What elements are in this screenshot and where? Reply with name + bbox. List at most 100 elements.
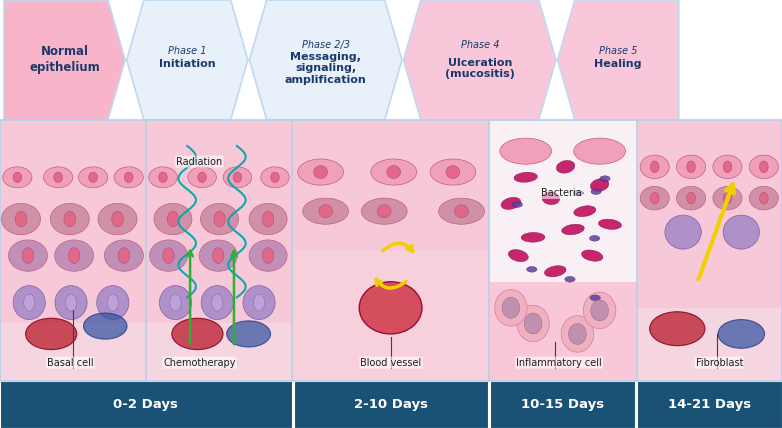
Ellipse shape [676,155,705,178]
Ellipse shape [298,159,343,185]
Bar [0,120,782,381]
Ellipse shape [502,297,520,318]
Ellipse shape [651,192,659,204]
Ellipse shape [104,240,143,271]
Ellipse shape [23,294,35,311]
Text: Basal cell: Basal cell [47,358,94,368]
Text: Initiation: Initiation [159,59,216,69]
Bar [0,324,146,381]
Ellipse shape [723,161,732,173]
Bar [637,120,782,381]
Ellipse shape [723,192,732,204]
Ellipse shape [199,240,237,271]
Ellipse shape [501,197,521,209]
Polygon shape [404,0,556,120]
Bar [146,120,292,381]
Text: 10-15 Days: 10-15 Days [521,398,604,411]
Ellipse shape [159,172,167,182]
Ellipse shape [249,240,287,271]
Text: 2-10 Days: 2-10 Days [354,398,428,411]
Ellipse shape [170,294,181,311]
Bar [637,308,782,381]
Ellipse shape [749,187,778,210]
Ellipse shape [517,305,549,342]
Ellipse shape [107,294,118,311]
Ellipse shape [26,318,77,350]
Ellipse shape [263,211,274,227]
Ellipse shape [361,198,407,224]
Circle shape [600,176,610,181]
Bar [0,120,146,381]
Ellipse shape [359,282,422,334]
Ellipse shape [213,248,224,264]
Ellipse shape [55,285,87,320]
Ellipse shape [676,187,705,210]
Ellipse shape [97,285,129,320]
Ellipse shape [13,285,45,320]
Ellipse shape [201,285,233,320]
Bar [489,282,637,381]
Ellipse shape [15,211,27,227]
Ellipse shape [561,316,594,352]
Ellipse shape [303,198,349,224]
Ellipse shape [713,155,742,178]
Circle shape [590,235,600,241]
Text: Chemotherapy: Chemotherapy [163,358,235,368]
Bar [637,381,782,428]
Ellipse shape [371,159,417,185]
Ellipse shape [590,300,608,321]
Ellipse shape [167,211,178,227]
Circle shape [526,267,537,272]
Ellipse shape [253,294,264,311]
Ellipse shape [556,160,575,173]
Ellipse shape [759,192,768,204]
Text: Phase 4: Phase 4 [461,40,499,50]
Ellipse shape [55,240,94,271]
Ellipse shape [759,161,768,173]
Ellipse shape [233,172,242,182]
Ellipse shape [249,203,287,235]
Ellipse shape [227,321,271,347]
Ellipse shape [160,285,192,320]
Ellipse shape [112,211,124,227]
Ellipse shape [378,205,391,218]
Ellipse shape [212,294,223,311]
Ellipse shape [118,248,130,264]
Ellipse shape [124,172,133,182]
Ellipse shape [223,167,252,188]
Polygon shape [127,0,248,120]
Ellipse shape [3,167,32,188]
Bar [489,120,637,381]
Circle shape [565,276,575,282]
Text: 14-21 Days: 14-21 Days [668,398,752,411]
Ellipse shape [13,172,22,182]
Text: Blood vessel: Blood vessel [361,358,421,368]
Ellipse shape [749,155,778,178]
Bar [0,381,292,428]
Circle shape [591,189,601,194]
Ellipse shape [495,290,527,326]
Ellipse shape [665,215,701,249]
Ellipse shape [44,167,73,188]
Text: Radiation: Radiation [176,157,223,166]
Ellipse shape [561,224,584,235]
Text: Phase 2/3: Phase 2/3 [302,40,350,50]
Ellipse shape [263,248,274,264]
Ellipse shape [243,285,275,320]
Ellipse shape [68,248,80,264]
Ellipse shape [66,294,77,311]
Ellipse shape [260,167,289,188]
Text: Fibroblast: Fibroblast [696,358,743,368]
Text: Messaging,
signaling,
amplification: Messaging, signaling, amplification [285,52,367,85]
Ellipse shape [98,203,137,235]
Ellipse shape [88,172,98,182]
Ellipse shape [446,166,460,178]
Ellipse shape [583,292,616,329]
Ellipse shape [54,172,63,182]
Ellipse shape [521,232,545,242]
Text: Normal
epithelium: Normal epithelium [29,45,100,74]
Ellipse shape [524,313,542,334]
Ellipse shape [149,167,178,188]
Ellipse shape [723,215,759,249]
Ellipse shape [314,166,328,178]
